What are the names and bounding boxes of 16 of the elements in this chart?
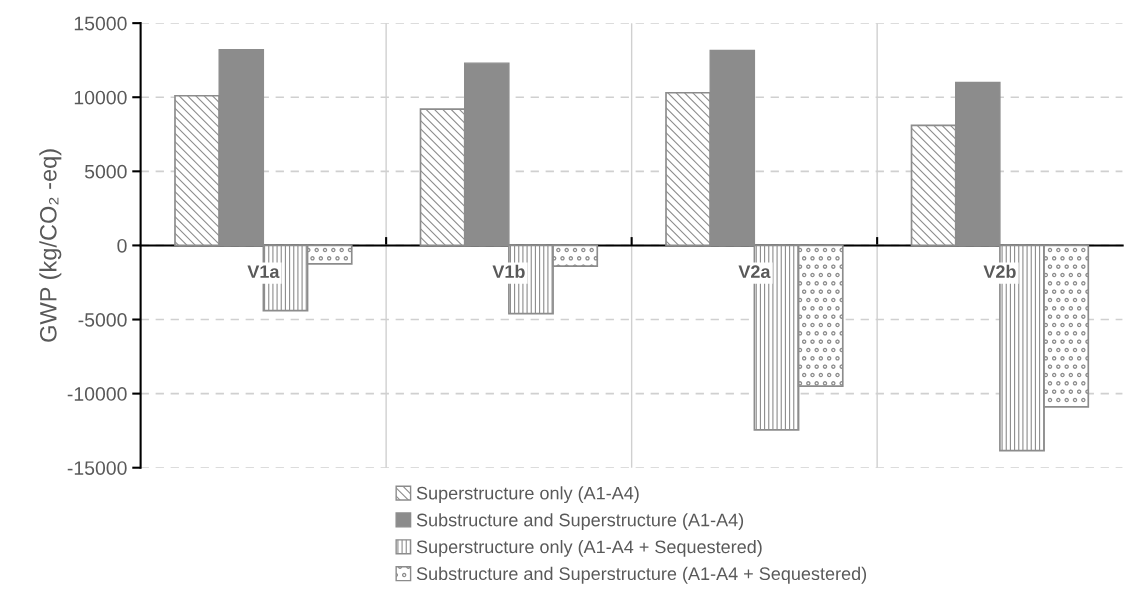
y-tick-label: -5000 bbox=[78, 312, 127, 327]
y-axis-title: GWP (kg/CO₂ -eq) bbox=[39, 149, 62, 342]
legend-label: Substructure and Superstructure (A1-A4) bbox=[416, 513, 744, 530]
y-tick-label: 0 bbox=[117, 238, 127, 253]
y-tick-label: 5000 bbox=[84, 164, 127, 179]
y-tick-label: -15000 bbox=[67, 461, 127, 475]
x-tick-label: V2a bbox=[738, 265, 771, 279]
y-tick-label: 15000 bbox=[74, 16, 127, 31]
legend-label: Substructure and Superstructure (A1-A4 + Sequestered) bbox=[416, 566, 867, 584]
x-tick-label: V2b bbox=[983, 264, 1016, 279]
x-tick-label: V1a bbox=[247, 265, 280, 279]
y-tick-label: -10000 bbox=[67, 387, 127, 401]
x-tick-label: V1b bbox=[492, 264, 525, 279]
legend-label: Superstructure only (A1-A4) bbox=[416, 486, 639, 504]
y-tick-label: 10000 bbox=[74, 90, 127, 105]
legend-label: Superstructure only (A1-A4 + Sequestered) bbox=[416, 540, 762, 557]
